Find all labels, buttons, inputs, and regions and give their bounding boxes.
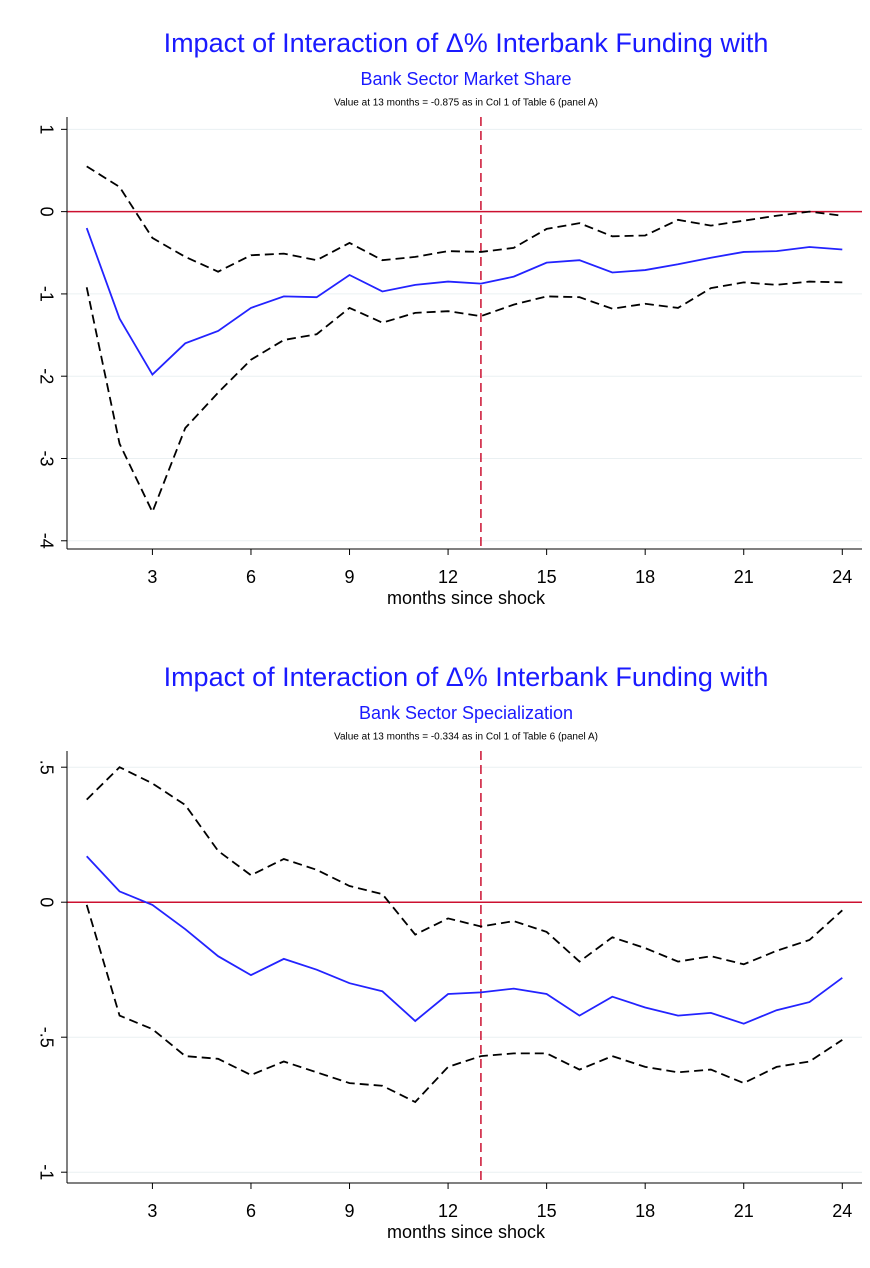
y-tick-label: 0 (36, 207, 56, 217)
chart-title: Impact of Interaction of Δ% Interbank Fu… (164, 662, 769, 692)
x-tick-label: 15 (537, 567, 557, 587)
x-tick-label: 12 (438, 567, 458, 587)
x-tick-label: 9 (345, 1201, 355, 1221)
x-tick-label: 21 (734, 567, 754, 587)
x-tick-label: 18 (635, 567, 655, 587)
x-tick-label: 12 (438, 1201, 458, 1221)
series-line (85, 904, 843, 1104)
x-tick-label: 24 (832, 567, 852, 587)
series-line (86, 165, 843, 273)
x-tick-label: 3 (147, 1201, 157, 1221)
chart-note: Value at 13 months = -0.334 as in Col 1 … (334, 732, 598, 743)
y-tick-label: -2 (36, 368, 56, 384)
x-axis-label: months since shock (387, 588, 546, 608)
chart-subtitle: Bank Sector Specialization (359, 703, 573, 723)
chart: Impact of Interaction of Δ% Interbank Fu… (36, 662, 862, 1242)
y-tick-label: -3 (36, 450, 56, 466)
x-tick-label: 9 (345, 567, 355, 587)
y-tick-label: -.5 (36, 1027, 56, 1048)
x-tick-label: 6 (246, 567, 256, 587)
series-line (85, 280, 843, 515)
x-tick-label: 18 (635, 1201, 655, 1221)
series-line (86, 766, 843, 966)
chart-subtitle: Bank Sector Market Share (360, 69, 571, 89)
y-tick-label: -1 (36, 286, 56, 302)
chart: Impact of Interaction of Δ% Interbank Fu… (36, 28, 862, 608)
y-tick-label: 1 (36, 124, 56, 134)
y-tick-label: .5 (36, 760, 56, 775)
chart-note: Value at 13 months = -0.875 as in Col 1 … (334, 98, 598, 109)
x-tick-label: 6 (246, 1201, 256, 1221)
x-tick-label: 24 (832, 1201, 852, 1221)
x-axis-label: months since shock (387, 1222, 546, 1242)
y-tick-label: 0 (36, 897, 56, 907)
x-tick-label: 15 (537, 1201, 557, 1221)
series-line (85, 227, 843, 376)
chart-title: Impact of Interaction of Δ% Interbank Fu… (164, 28, 769, 58)
x-tick-label: 21 (734, 1201, 754, 1221)
y-tick-label: -4 (36, 533, 56, 549)
y-tick-label: -1 (36, 1164, 56, 1180)
x-tick-label: 3 (147, 567, 157, 587)
series-line (86, 855, 843, 1025)
